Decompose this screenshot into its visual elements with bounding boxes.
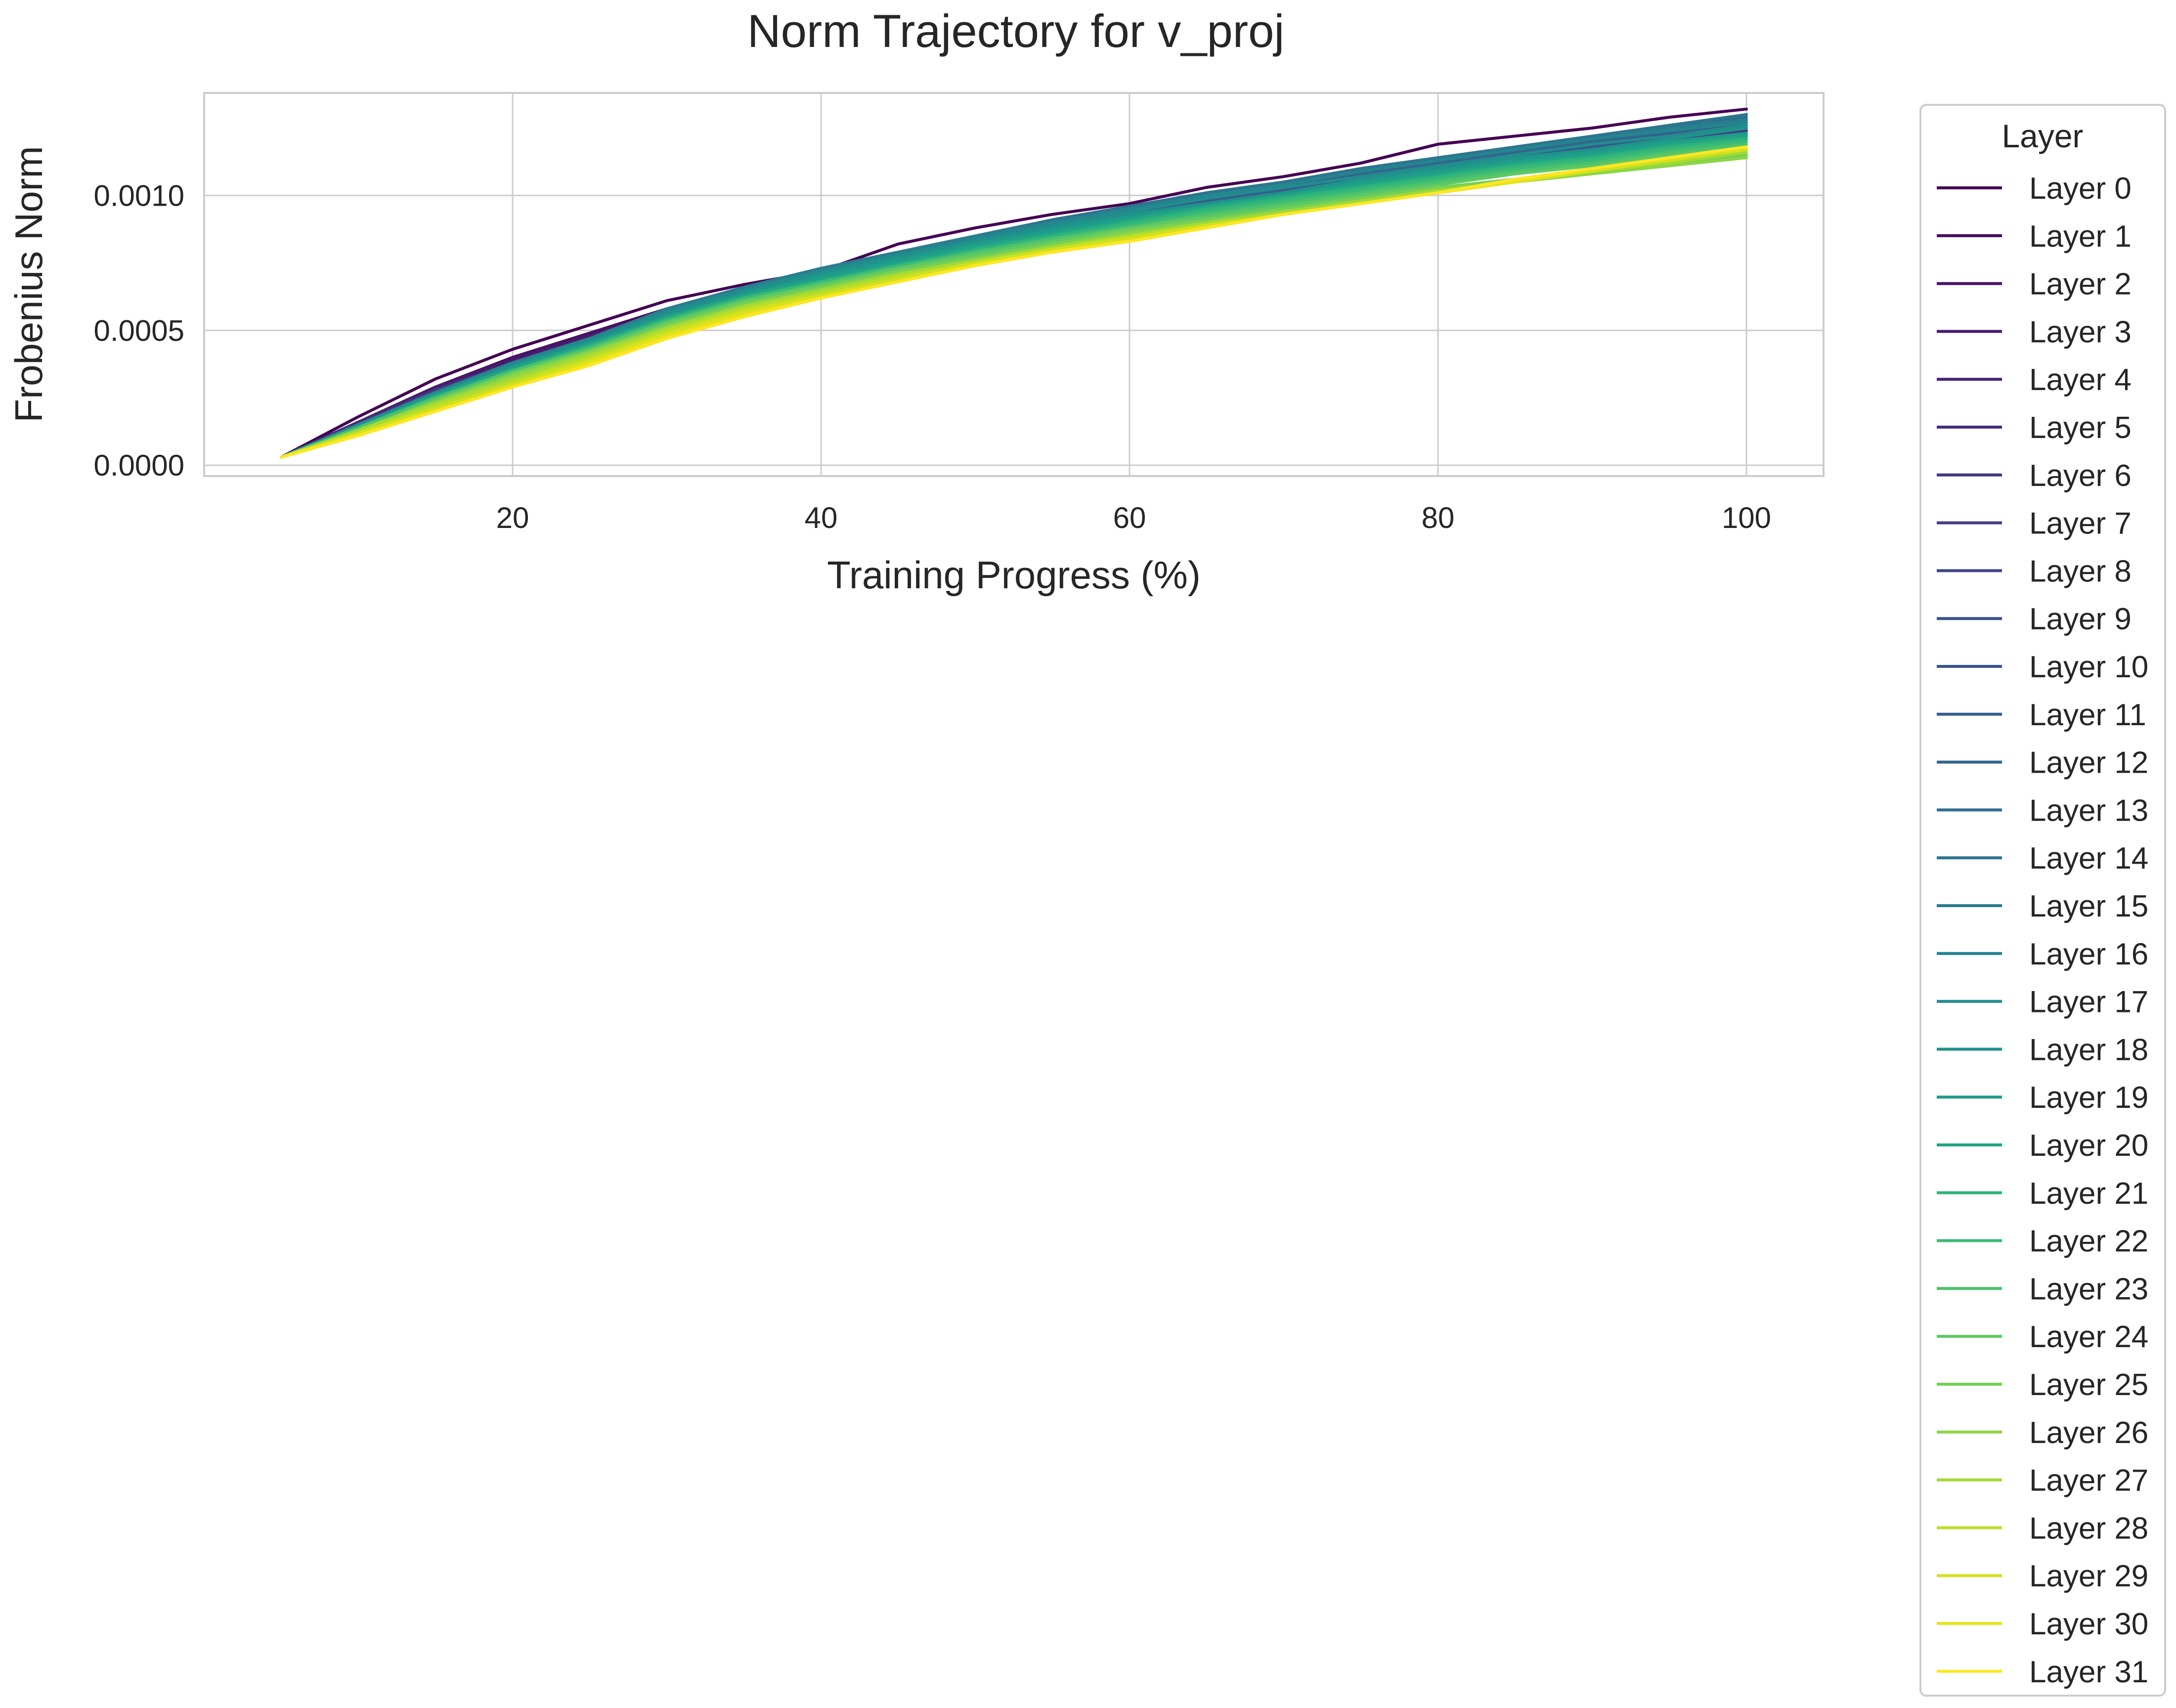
legend-entry: Layer 19 xyxy=(1937,1081,2148,1115)
legend-entry: Layer 29 xyxy=(1937,1559,2148,1593)
legend-entry: Layer 11 xyxy=(1937,698,2146,732)
series-line-layer-18 xyxy=(280,127,1748,459)
legend-entry: Layer 1 xyxy=(1937,219,2132,254)
legend-label: Layer 14 xyxy=(2029,841,2148,876)
legend-entry: Layer 14 xyxy=(1937,841,2148,876)
legend-entry: Layer 12 xyxy=(1937,746,2148,780)
legend-entry: Layer 5 xyxy=(1937,411,2132,445)
legend-label: Layer 13 xyxy=(2029,793,2148,828)
legend-label: Layer 6 xyxy=(2029,459,2132,493)
legend-entry: Layer 7 xyxy=(1937,507,2132,541)
legend-entry: Layer 2 xyxy=(1937,267,2132,302)
legend-label: Layer 25 xyxy=(2029,1368,2148,1402)
legend-entry: Layer 22 xyxy=(1937,1225,2148,1259)
series-lines xyxy=(280,107,1748,459)
legend-label: Layer 15 xyxy=(2029,889,2148,923)
legend-entry: Layer 13 xyxy=(1937,793,2148,828)
legend-label: Layer 24 xyxy=(2029,1320,2148,1354)
legend-label: Layer 20 xyxy=(2029,1129,2148,1163)
series-line-layer-16 xyxy=(280,121,1748,459)
series-line-layer-31 xyxy=(280,145,1748,459)
legend-entry: Layer 0 xyxy=(1937,172,2132,206)
x-tick-label: 80 xyxy=(1422,501,1455,534)
legend-frame xyxy=(1919,104,2166,1697)
series-line-layer-20 xyxy=(280,134,1748,459)
legend-entry: Layer 3 xyxy=(1937,315,2132,349)
legend-label: Layer 16 xyxy=(2029,937,2148,971)
legend-label: Layer 0 xyxy=(2029,172,2132,206)
legend-entry: Layer 20 xyxy=(1937,1129,2148,1163)
legend-label: Layer 9 xyxy=(2029,602,2132,636)
legend-entry: Layer 8 xyxy=(1937,554,2132,588)
legend-entry: Layer 30 xyxy=(1937,1607,2148,1641)
legend-entry: Layer 28 xyxy=(1937,1511,2148,1545)
legend-entries: Layer 0 Layer 1 Layer 2 Layer 3 Layer 4 Layer… xyxy=(1937,172,2148,1689)
y-axis-label: Frobenius Norm xyxy=(7,146,50,422)
plot-frame xyxy=(203,92,1825,477)
legend-entry: Layer 10 xyxy=(1937,650,2148,684)
chart-title: Norm Trajectory for v_proj xyxy=(747,5,1285,57)
legend-label: Layer 28 xyxy=(2029,1511,2148,1545)
legend-label: Layer 8 xyxy=(2029,554,2132,588)
y-tick-label: 0.0000 xyxy=(93,449,184,482)
legend-label: Layer 7 xyxy=(2029,507,2132,541)
x-tick-label: 100 xyxy=(1722,501,1771,534)
legend-label: Layer 17 xyxy=(2029,985,2148,1019)
legend-label: Layer 5 xyxy=(2029,411,2132,445)
legend-label: Layer 31 xyxy=(2029,1655,2148,1689)
y-tick-labels: 0.0000 0.0005 0.0010 xyxy=(93,179,184,482)
legend-entry: Layer 21 xyxy=(1937,1177,2148,1211)
legend-entry: Layer 27 xyxy=(1937,1464,2148,1498)
series-line-layer-0 xyxy=(280,107,1748,459)
legend-label: Layer 18 xyxy=(2029,1033,2148,1067)
legend-entry: Layer 15 xyxy=(1937,889,2148,923)
legend-label: Layer 10 xyxy=(2029,650,2148,684)
legend-title: Layer xyxy=(2002,118,2083,154)
x-tick-label: 60 xyxy=(1113,501,1146,534)
y-tick-label: 0.0010 xyxy=(93,179,184,212)
legend-entry: Layer 4 xyxy=(1937,363,2132,397)
legend-label: Layer 30 xyxy=(2029,1607,2148,1641)
legend-label: Layer 21 xyxy=(2029,1177,2148,1211)
series-line-layer-23 xyxy=(280,142,1748,459)
legend-entry: Layer 9 xyxy=(1937,602,2132,636)
legend-label: Layer 19 xyxy=(2029,1081,2148,1115)
legend-entry: Layer 6 xyxy=(1937,459,2132,493)
legend-entry: Layer 24 xyxy=(1937,1320,2148,1354)
x-tick-label: 40 xyxy=(805,501,838,534)
x-tick-labels: 20 40 60 80 100 xyxy=(496,501,1771,534)
legend-label: Layer 29 xyxy=(2029,1559,2148,1593)
legend-label: Layer 22 xyxy=(2029,1225,2148,1259)
legend-entry: Layer 17 xyxy=(1937,985,2148,1019)
legend-label: Layer 11 xyxy=(2029,698,2146,732)
legend-label: Layer 4 xyxy=(2029,363,2132,397)
legend-label: Layer 23 xyxy=(2029,1272,2148,1306)
legend-label: Layer 3 xyxy=(2029,315,2132,349)
legend-entry: Layer 18 xyxy=(1937,1033,2148,1067)
legend-label: Layer 27 xyxy=(2029,1464,2148,1498)
legend-label: Layer 1 xyxy=(2029,219,2132,254)
legend-entry: Layer 26 xyxy=(1937,1416,2148,1450)
legend-label: Layer 2 xyxy=(2029,267,2132,302)
legend-label: Layer 26 xyxy=(2029,1416,2148,1450)
legend-entry: Layer 31 xyxy=(1937,1655,2148,1689)
legend-entry: Layer 23 xyxy=(1937,1272,2148,1306)
y-tick-label: 0.0005 xyxy=(93,314,184,347)
plot-area: 20 40 60 80 100 0.0000 0.0005 0.0010 xyxy=(93,92,1825,534)
legend-label: Layer 12 xyxy=(2029,746,2148,780)
legend-entry: Layer 16 xyxy=(1937,937,2148,971)
x-tick-label: 20 xyxy=(496,501,529,534)
x-axis-label: Training Progress (%) xyxy=(827,553,1201,597)
legend-entry: Layer 25 xyxy=(1937,1368,2148,1402)
